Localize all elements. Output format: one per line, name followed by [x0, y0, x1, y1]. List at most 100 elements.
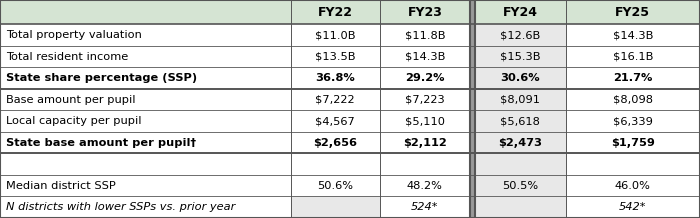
Bar [380, 132, 470, 153]
Text: $6,339: $6,339 [613, 116, 652, 126]
Text: 21.7%: 21.7% [613, 73, 652, 83]
Text: FY25: FY25 [615, 6, 650, 19]
Bar [0, 89, 290, 111]
Bar [0, 132, 290, 153]
Text: $16.1B: $16.1B [612, 52, 653, 62]
Bar [475, 111, 566, 132]
Bar [380, 24, 470, 46]
Bar [290, 67, 380, 89]
Bar [380, 0, 470, 24]
Bar [470, 153, 475, 175]
Bar [566, 24, 700, 46]
Bar [475, 196, 566, 218]
Text: Local capacity per pupil: Local capacity per pupil [6, 116, 141, 126]
Bar [566, 67, 700, 89]
Text: 29.2%: 29.2% [405, 73, 444, 83]
Text: 542*: 542* [619, 202, 647, 212]
Bar [0, 0, 290, 24]
Text: State base amount per pupil†: State base amount per pupil† [6, 138, 196, 148]
Text: $11.8B: $11.8B [405, 30, 445, 40]
Bar [380, 89, 470, 111]
Text: 48.2%: 48.2% [407, 181, 443, 191]
Text: $2,473: $2,473 [498, 138, 542, 148]
Bar [475, 46, 566, 67]
Bar [470, 196, 475, 218]
Text: State share percentage (SSP): State share percentage (SSP) [6, 73, 197, 83]
Text: $7,222: $7,222 [316, 95, 355, 105]
Text: 30.6%: 30.6% [500, 73, 540, 83]
Bar [475, 175, 566, 196]
Bar [475, 89, 566, 111]
Bar [380, 153, 470, 175]
Text: 50.5%: 50.5% [502, 181, 538, 191]
Bar [470, 46, 475, 67]
Text: $4,567: $4,567 [316, 116, 355, 126]
Text: 46.0%: 46.0% [615, 181, 651, 191]
Bar [470, 111, 475, 132]
Text: 50.6%: 50.6% [317, 181, 354, 191]
Text: $7,223: $7,223 [405, 95, 444, 105]
Text: 36.8%: 36.8% [316, 73, 355, 83]
Bar [0, 111, 290, 132]
Text: FY24: FY24 [503, 6, 538, 19]
Bar [566, 175, 700, 196]
Bar [470, 132, 475, 153]
Text: Total property valuation: Total property valuation [6, 30, 141, 40]
Text: FY22: FY22 [318, 6, 353, 19]
Bar [290, 175, 380, 196]
Bar [290, 196, 380, 218]
Bar [475, 0, 566, 24]
Bar [566, 0, 700, 24]
Bar [290, 111, 380, 132]
Text: $5,110: $5,110 [405, 116, 445, 126]
Bar [0, 46, 290, 67]
Bar [0, 24, 290, 46]
Text: $13.5B: $13.5B [315, 52, 356, 62]
Text: Median district SSP: Median district SSP [6, 181, 116, 191]
Text: $15.3B: $15.3B [500, 52, 540, 62]
Text: $8,098: $8,098 [612, 95, 653, 105]
Bar [380, 67, 470, 89]
Bar [0, 67, 290, 89]
Text: $1,759: $1,759 [611, 138, 655, 148]
Bar [470, 67, 475, 89]
Bar [566, 153, 700, 175]
Text: N districts with lower SSPs vs. prior year: N districts with lower SSPs vs. prior ye… [6, 202, 234, 212]
Text: $14.3B: $14.3B [612, 30, 653, 40]
Bar [380, 46, 470, 67]
Bar [475, 153, 566, 175]
Text: $11.0B: $11.0B [315, 30, 356, 40]
Bar [566, 132, 700, 153]
Bar [290, 89, 380, 111]
Bar [566, 111, 700, 132]
Text: $2,112: $2,112 [403, 138, 447, 148]
Bar [475, 132, 566, 153]
Bar [290, 24, 380, 46]
Bar [0, 196, 290, 218]
Text: $8,091: $8,091 [500, 95, 540, 105]
Bar [566, 196, 700, 218]
Bar [566, 89, 700, 111]
Bar [475, 67, 566, 89]
Text: $14.3B: $14.3B [405, 52, 445, 62]
Text: $5,618: $5,618 [500, 116, 540, 126]
Bar [380, 111, 470, 132]
Bar [470, 89, 475, 111]
Bar [566, 46, 700, 67]
Bar [475, 24, 566, 46]
Text: $2,656: $2,656 [314, 138, 357, 148]
Bar [0, 175, 290, 196]
Text: 524*: 524* [411, 202, 439, 212]
Bar [380, 175, 470, 196]
Bar [0, 153, 290, 175]
Bar [290, 132, 380, 153]
Text: $12.6B: $12.6B [500, 30, 540, 40]
Bar [290, 46, 380, 67]
Bar [290, 153, 380, 175]
Bar [380, 196, 470, 218]
Text: Total resident income: Total resident income [6, 52, 128, 62]
Bar [470, 175, 475, 196]
Text: FY23: FY23 [407, 6, 442, 19]
Bar [470, 0, 475, 24]
Bar [290, 0, 380, 24]
